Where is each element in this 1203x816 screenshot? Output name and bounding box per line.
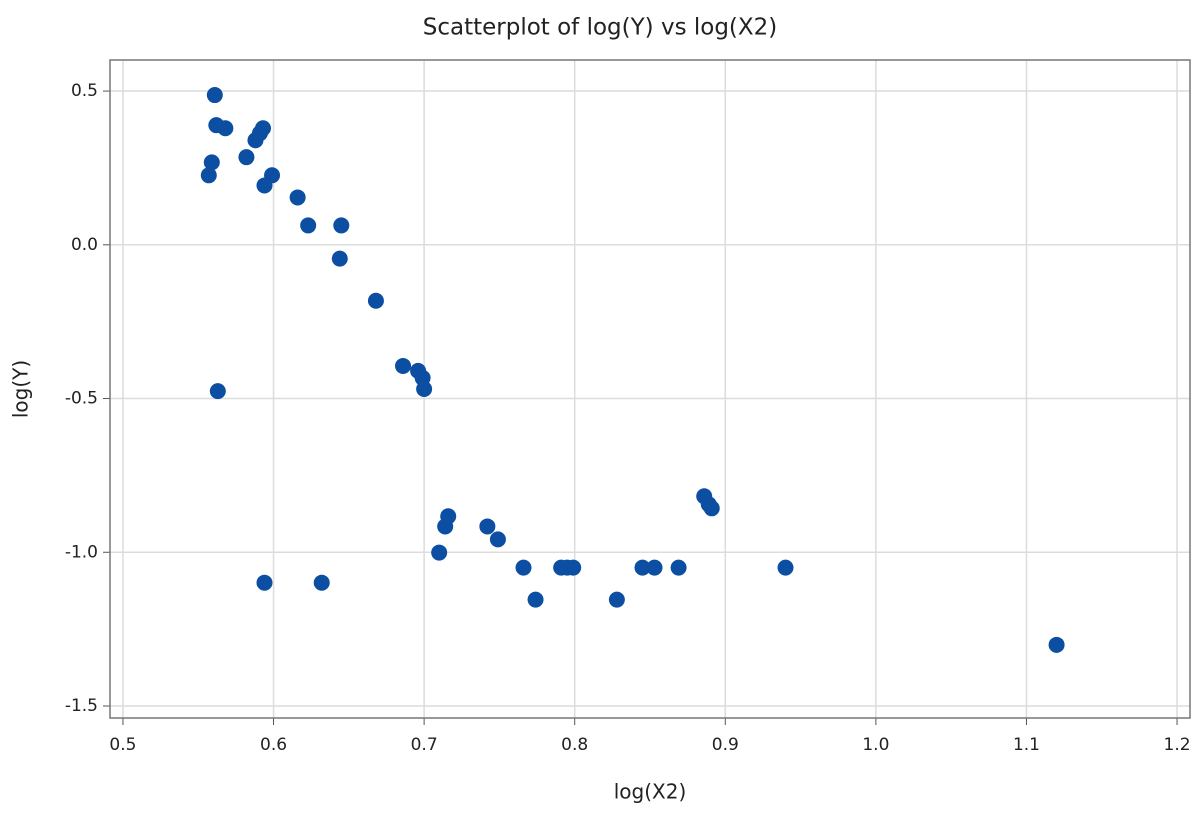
point bbox=[608, 591, 625, 608]
point bbox=[634, 559, 651, 576]
point bbox=[670, 559, 687, 576]
point bbox=[206, 87, 223, 104]
point bbox=[313, 574, 330, 591]
point bbox=[331, 250, 348, 267]
point bbox=[203, 154, 220, 171]
point bbox=[209, 383, 226, 400]
y-tick-label: 0.5 bbox=[71, 81, 98, 101]
x-tick-label: 1.0 bbox=[862, 735, 889, 755]
point bbox=[777, 559, 794, 576]
x-tick-label: 0.8 bbox=[561, 735, 588, 755]
y-tick-label: 0.0 bbox=[71, 235, 98, 255]
point bbox=[646, 559, 663, 576]
point bbox=[367, 292, 384, 309]
point bbox=[489, 531, 506, 548]
point bbox=[440, 508, 457, 525]
x-tick-label: 0.6 bbox=[260, 735, 287, 755]
point bbox=[565, 559, 582, 576]
point bbox=[515, 559, 532, 576]
x-tick-label: 0.9 bbox=[712, 735, 739, 755]
y-tick-label: -0.5 bbox=[65, 389, 98, 409]
point bbox=[217, 120, 234, 137]
x-tick-label: 1.2 bbox=[1164, 735, 1191, 755]
point bbox=[416, 381, 433, 397]
y-axis-label: log(Y) bbox=[9, 360, 33, 418]
chart-title: Scatterplot of log(Y) vs log(X2) bbox=[423, 15, 778, 41]
point bbox=[527, 591, 544, 608]
point bbox=[431, 544, 448, 561]
point bbox=[333, 217, 350, 234]
point bbox=[254, 120, 271, 137]
plot-frame bbox=[109, 59, 1191, 719]
point bbox=[238, 149, 255, 166]
point bbox=[479, 518, 496, 535]
y-tick-label: -1.0 bbox=[65, 542, 98, 562]
point bbox=[395, 357, 412, 374]
x-axis-label: log(X2) bbox=[614, 780, 687, 804]
point bbox=[703, 500, 720, 517]
x-tick-label: 0.7 bbox=[411, 735, 438, 755]
point bbox=[300, 217, 317, 234]
point bbox=[264, 167, 281, 184]
point bbox=[1048, 636, 1065, 653]
point bbox=[200, 167, 217, 184]
x-tick-label: 0.5 bbox=[109, 735, 136, 755]
x-tick-label: 1.1 bbox=[1013, 735, 1040, 755]
point bbox=[256, 574, 273, 591]
point bbox=[289, 189, 306, 206]
y-tick-label: -1.5 bbox=[65, 696, 98, 716]
